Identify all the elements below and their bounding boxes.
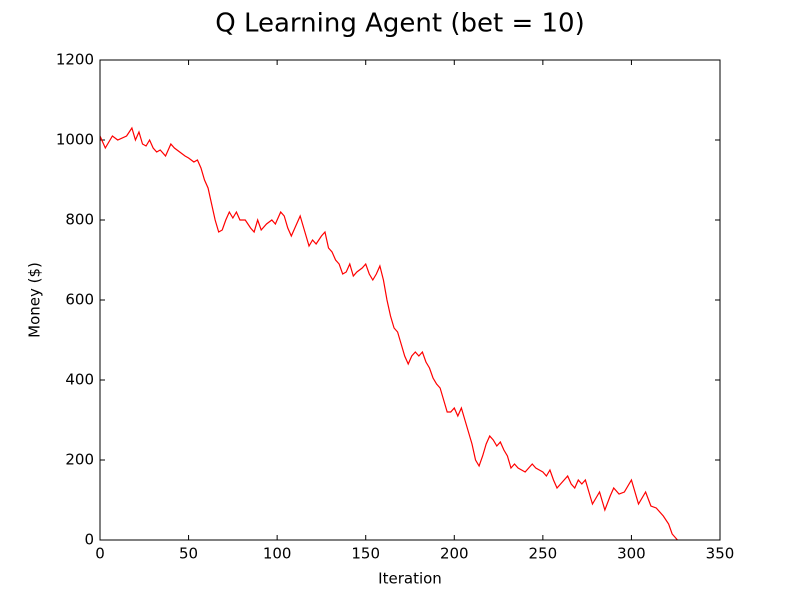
x-tick-label: 100 [263,545,292,563]
x-tick-label: 0 [95,545,105,563]
y-tick-label: 1200 [56,51,94,69]
chart-title: Q Learning Agent (bet = 10) [215,9,584,39]
x-tick-label: 200 [440,545,469,563]
x-tick-label: 300 [617,545,646,563]
x-axis-label: Iteration [378,570,442,588]
x-tick-label: 350 [706,545,735,563]
x-tick-label: 150 [351,545,380,563]
y-tick-label: 600 [65,291,94,309]
y-tick-label: 400 [65,371,94,389]
x-tick-label: 50 [179,545,198,563]
y-tick-label: 800 [65,211,94,229]
y-tick-label: 0 [84,531,94,549]
line-series [99,126,678,541]
y-tick-label: 1000 [56,131,94,149]
y-axis-label: Money ($) [26,262,44,338]
y-tick-label: 200 [65,451,94,469]
x-tick-label: 250 [529,545,558,563]
axes-frame [99,59,721,541]
